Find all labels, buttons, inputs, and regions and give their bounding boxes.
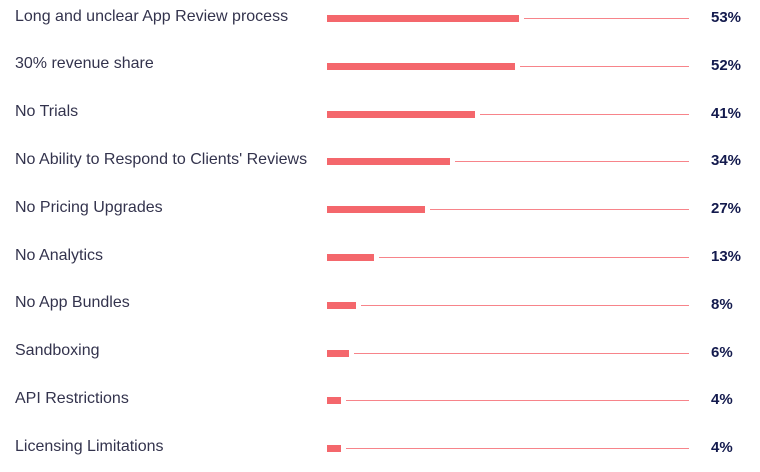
bar-track (327, 400, 689, 402)
bar-track (327, 448, 689, 450)
bar-track (327, 304, 689, 306)
chart-row: Long and unclear App Review process 53% (0, 0, 760, 42)
bar-gap (355, 301, 361, 309)
bar (327, 62, 516, 70)
value-label: 27% (711, 200, 742, 218)
bar-gap (374, 254, 380, 261)
chart-row: No Analytics 13% (0, 233, 760, 281)
bar-gap (424, 206, 430, 214)
bar-gap (515, 62, 521, 70)
bar (327, 349, 349, 357)
chart-row: Sandboxing 6% (0, 329, 760, 377)
category-label: No Analytics (15, 246, 104, 264)
value-label: 13% (711, 248, 742, 265)
chart-row: No Ability to Respond to Clients' Review… (0, 137, 760, 185)
bar (327, 158, 451, 166)
bar-track (327, 352, 689, 354)
bar-gap (518, 15, 524, 22)
bar-gap (341, 445, 347, 453)
chart-row: 30% revenue share 52% (0, 42, 760, 90)
category-label: 30% revenue share (15, 55, 154, 73)
category-label: No Trials (15, 103, 79, 121)
bar-track (327, 113, 689, 115)
chart-row: Licensing Limitations 4% (0, 424, 760, 472)
value-label: 52% (711, 56, 742, 74)
category-label: API Restrictions (15, 389, 129, 407)
chart-row: No Pricing Upgrades 27% (0, 185, 760, 233)
value-label: 4% (711, 391, 733, 409)
bar-track (327, 161, 689, 163)
chart-row: No App Bundles 8% (0, 281, 760, 329)
bar-gap (341, 397, 347, 405)
bar (327, 445, 342, 453)
bar (327, 254, 375, 261)
value-label: 34% (711, 152, 742, 170)
bar (327, 397, 342, 405)
bar-gap (475, 110, 481, 118)
chart-row: No Trials 41% (0, 90, 760, 138)
value-label: 41% (711, 104, 742, 122)
bar-track (327, 209, 689, 211)
bar (327, 301, 356, 309)
category-label: No Pricing Upgrades (15, 198, 163, 216)
bar-track (327, 257, 689, 258)
bar (327, 110, 476, 118)
category-label: No App Bundles (15, 294, 130, 312)
value-label: 4% (711, 439, 733, 457)
chart-row: API Restrictions 4% (0, 376, 760, 424)
bar (327, 15, 519, 22)
value-label: 8% (711, 295, 733, 313)
bar-gap (450, 158, 456, 166)
value-label: 6% (711, 343, 733, 361)
bar-gap (348, 349, 354, 357)
bar (327, 206, 425, 214)
category-label: No Ability to Respond to Clients' Review… (15, 150, 308, 168)
value-label: 53% (711, 9, 742, 26)
category-label: Licensing Limitations (15, 437, 164, 455)
category-label: Long and unclear App Review process (15, 7, 289, 25)
category-label: Sandboxing (15, 342, 100, 360)
